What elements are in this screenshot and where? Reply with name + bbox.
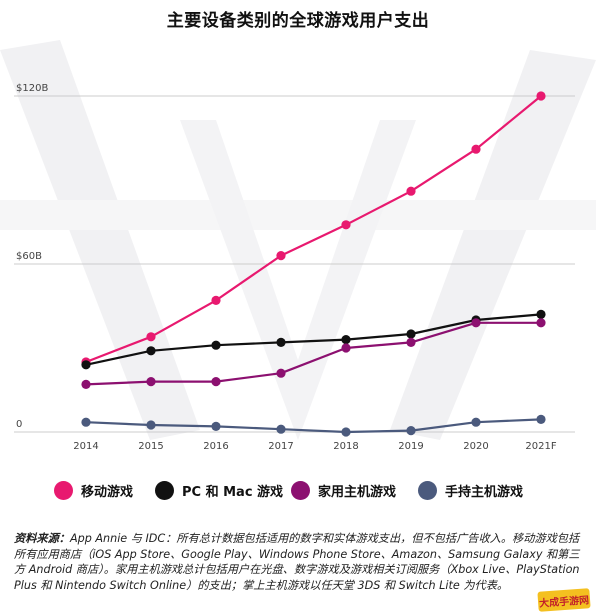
- chart-title: 主要设备类别的全球游戏用户支出: [166, 11, 430, 31]
- x-tick-label: 2017: [268, 441, 293, 452]
- data-point: [341, 343, 351, 353]
- data-point: [146, 420, 156, 430]
- data-point: [406, 186, 416, 196]
- data-point: [146, 332, 156, 342]
- y-tick-label: $120B: [16, 83, 48, 94]
- legend-label-handheld: 手持主机游戏: [445, 484, 524, 500]
- legend-dot-handheld: [418, 480, 437, 500]
- series-line: [85, 321, 541, 386]
- data-point: [536, 309, 546, 319]
- legend-label-pc-mac: PC 和 Mac 游戏: [182, 484, 284, 500]
- chart-legend: 移动游戏 PC 和 Mac 游戏 家用主机游戏 手持主机游戏: [0, 475, 596, 505]
- source-text: App Annie 与 IDC：所有总计数据包括适用的数字和实体游戏支出，但不包…: [14, 532, 580, 592]
- data-point: [211, 295, 221, 305]
- x-tick-label: 2015: [138, 441, 163, 452]
- data-point: [536, 318, 546, 328]
- data-point: [211, 421, 221, 431]
- x-tick-label: 2020: [463, 441, 488, 452]
- x-tick-label: 2021F: [525, 441, 556, 452]
- legend-dot-console: [291, 480, 310, 500]
- data-point: [146, 346, 156, 356]
- series-line: [85, 418, 542, 434]
- series-line: [85, 95, 542, 364]
- data-point: [211, 377, 221, 387]
- series-line: [85, 313, 542, 366]
- x-tick-label: 2016: [203, 441, 228, 452]
- legend-item-pc-mac: PC 和 Mac 游戏: [155, 475, 283, 505]
- data-point: [276, 337, 286, 347]
- line-chart: 0 $60B $120B 2014 2015 2016 2017 2018 2019 2020 20…: [14, 83, 575, 452]
- y-tick-label: $60B: [16, 251, 42, 262]
- data-point: [341, 335, 351, 345]
- data-point: [276, 368, 286, 378]
- source-label: 资料来源：: [14, 532, 70, 545]
- x-tick-label: 2019: [398, 441, 423, 452]
- data-point: [81, 360, 91, 370]
- data-point: [471, 318, 481, 328]
- legend-label-mobile: 移动游戏: [81, 484, 134, 500]
- data-point: [211, 340, 221, 350]
- legend-item-mobile: 移动游戏: [54, 475, 133, 505]
- data-point: [341, 427, 351, 437]
- data-point: [406, 426, 416, 436]
- data-point: [406, 329, 416, 339]
- legend-dot-mobile: [54, 480, 73, 500]
- legend-dot-pc-mac: [155, 480, 174, 500]
- y-tick-label: 0: [16, 419, 22, 430]
- data-point: [276, 424, 286, 434]
- source-note: 资料来源：App Annie 与 IDC：所有总计数据包括适用的数字和实体游戏支…: [14, 531, 586, 593]
- x-tick-label: 2014: [73, 441, 98, 452]
- data-point: [536, 91, 546, 101]
- data-point: [81, 379, 91, 389]
- watermark-logo: 大成手游网: [537, 588, 591, 612]
- x-tick-label: 2018: [333, 441, 358, 452]
- data-point: [471, 144, 481, 154]
- data-point: [81, 417, 91, 427]
- legend-label-console: 家用主机游戏: [318, 484, 397, 500]
- data-point: [146, 377, 156, 387]
- data-point: [276, 251, 286, 261]
- data-point: [406, 337, 416, 347]
- data-point: [536, 414, 546, 424]
- data-point: [471, 417, 481, 427]
- data-point: [341, 220, 351, 230]
- legend-item-handheld: 手持主机游戏: [418, 475, 523, 505]
- legend-item-console: 家用主机游戏: [291, 475, 396, 505]
